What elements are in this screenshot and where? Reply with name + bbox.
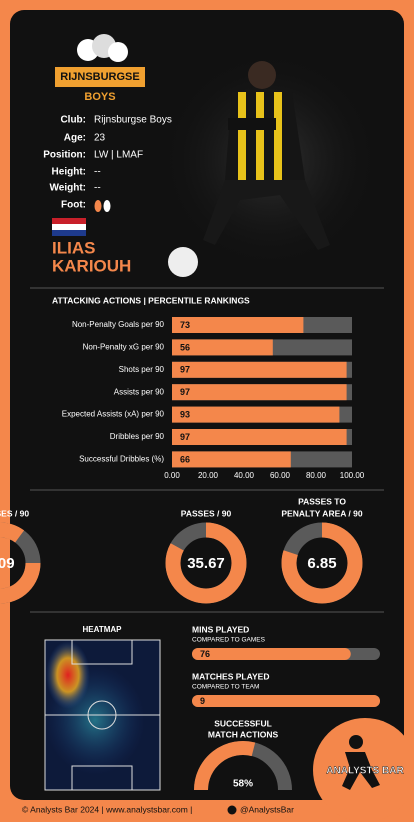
bar-value: 97 [180, 432, 190, 442]
club-logo [55, 34, 145, 87]
gauge-title: SUCCESSFUL [214, 718, 272, 728]
bar-label: Expected Assists (xA) per 90 [62, 410, 165, 419]
bar-value: 97 [180, 365, 190, 375]
bar [172, 339, 273, 356]
donut-title: CROSSES / 90 [0, 508, 29, 518]
donut-value: 6.85 [307, 555, 336, 572]
profile-label: Height: [52, 167, 86, 178]
profile-label: Club: [60, 115, 86, 126]
flag-blue [52, 230, 86, 236]
bar-label: Successful Dribbles (%) [79, 455, 164, 464]
bar-value: 66 [180, 454, 190, 464]
bar-value: 56 [180, 342, 190, 352]
chart-title: ATTACKING ACTIONS | PERCENTILE RANKINGS [52, 295, 250, 305]
bar [172, 384, 347, 401]
profile-label: Foot: [61, 200, 86, 211]
bar-label: Non-Penalty xG per 90 [83, 343, 165, 352]
logo-text: RIJNSBURGSE [60, 71, 139, 83]
x-tick-label: 60.00 [270, 471, 291, 480]
bar [172, 429, 347, 445]
donut-title: PENALTY AREA / 90 [281, 508, 363, 518]
progress-subtitle: COMPARED TO GAMES [192, 637, 266, 644]
profile-label: Age: [64, 133, 86, 144]
flag-white [52, 224, 86, 230]
profile-label: Position: [43, 150, 86, 161]
brand-name: ANALYSTS BAR [326, 766, 404, 777]
first-name: ILIAS [52, 238, 95, 257]
profile-value: 23 [94, 133, 106, 144]
heatmap-title: HEATMAP [83, 625, 123, 634]
donut-value: 6.09 [0, 555, 15, 572]
bar [172, 451, 291, 468]
donut-arc [165, 522, 247, 604]
footer-handle: @AnalystsBar [240, 804, 294, 814]
foot-icon [94, 200, 111, 212]
footer-text: © Analysts Bar 2024 | www.analystsbar.co… [22, 804, 192, 814]
profile-value: -- [94, 167, 101, 178]
x-tick-label: 80.00 [306, 471, 327, 480]
donut-title: PASSES / 90 [181, 508, 232, 518]
profile-value: LW | LMAF [94, 150, 143, 161]
gauge-value: 58% [233, 779, 253, 790]
bar-label: Shots per 90 [119, 365, 165, 374]
donut-arc [0, 522, 41, 604]
heatmap-pitch [44, 639, 161, 791]
x-tick-label: 40.00 [234, 471, 255, 480]
flag-red [52, 218, 86, 224]
donut-arc [281, 522, 363, 604]
player-photo [160, 50, 380, 277]
gauge-arc [194, 741, 256, 791]
logo-text: BOYS [84, 91, 115, 103]
x-icon [227, 805, 237, 815]
bar-label: Non-Penalty Goals per 90 [72, 320, 165, 329]
bar [172, 361, 347, 378]
bar [172, 406, 340, 423]
last-name: KARIOUH [52, 256, 131, 275]
profile-value: -- [94, 183, 101, 194]
donut-value: 35.67 [187, 555, 225, 572]
progress-subtitle: COMPARED TO TEAM [192, 684, 259, 691]
progress-title: MINS PLAYED [192, 624, 249, 634]
progress-value: 76 [200, 649, 210, 659]
x-tick-label: 100.00 [340, 471, 365, 480]
progress-value: 9 [200, 696, 205, 706]
bar-value: 97 [180, 387, 190, 397]
progress-bar [192, 695, 380, 707]
progress-bar [192, 648, 351, 660]
profile-value: Rijnsburgse Boys [94, 115, 172, 126]
progress-title: MATCHES PLAYED [192, 671, 269, 681]
bar-value: 73 [180, 320, 190, 330]
brand-logo [313, 718, 414, 822]
bar-value: 93 [180, 409, 190, 419]
x-tick-label: 20.00 [198, 471, 219, 480]
gauge-title: MATCH ACTIONS [208, 729, 279, 739]
bar [172, 317, 304, 333]
bar-label: Dribbles per 90 [110, 432, 165, 441]
profile-label: Weight: [50, 183, 86, 194]
bar-label: Assists per 90 [114, 387, 165, 396]
x-tick-label: 0.00 [164, 471, 180, 480]
donut-title: PASSES TO [298, 496, 346, 506]
